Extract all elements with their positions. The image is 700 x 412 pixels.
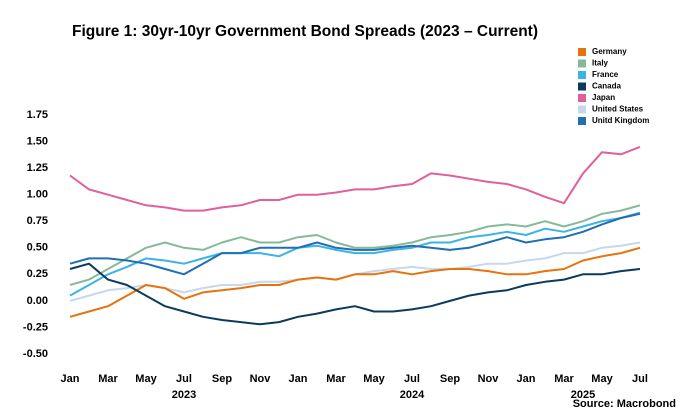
y-tick-label: -0.25 xyxy=(23,321,48,333)
legend-label: Unitd Kingdom xyxy=(592,116,649,125)
x-tick-label: Mar xyxy=(326,373,346,385)
y-tick-label: -0.50 xyxy=(23,348,48,360)
source: Source: Macrobond xyxy=(573,398,676,410)
series-line xyxy=(69,211,641,297)
legend-swatch xyxy=(578,82,586,91)
legend-label: Italy xyxy=(592,59,609,68)
x-tick-label: Jul xyxy=(404,373,420,385)
legend-swatch xyxy=(578,105,586,114)
series-line xyxy=(69,262,641,326)
year-label: 2023 xyxy=(172,389,196,401)
series-line xyxy=(69,241,641,302)
legend-swatch xyxy=(578,59,586,68)
legend-swatch xyxy=(578,94,586,102)
series-line xyxy=(69,145,641,212)
x-tick-label: Jan xyxy=(517,373,536,385)
legend-label: Canada xyxy=(592,82,621,91)
y-tick-label: 0.25 xyxy=(27,268,48,280)
chart-title: Figure 1: 30yr-10yr Government Bond Spre… xyxy=(72,23,538,40)
year-label: 2025 xyxy=(571,389,595,401)
series-line xyxy=(69,204,641,286)
legend-label: Japan xyxy=(592,93,615,102)
x-tick-label: Jul xyxy=(176,373,192,385)
legend-label: France xyxy=(592,70,619,79)
y-tick-label: 0.50 xyxy=(27,242,48,254)
y-tick-label: 1.00 xyxy=(27,189,48,201)
x-tick-label: May xyxy=(591,373,613,385)
x-tick-label: Mar xyxy=(554,373,574,385)
x-tick-label: May xyxy=(135,373,157,385)
y-tick-label: 1.25 xyxy=(27,162,48,174)
y-tick-label: 0.00 xyxy=(27,295,48,307)
legend-swatch xyxy=(578,71,586,79)
x-tick-label: Jul xyxy=(632,373,648,385)
series-line xyxy=(69,212,641,276)
x-tick-label: Jan xyxy=(61,373,80,385)
legend-label: United States xyxy=(592,105,644,114)
x-tick-label: Sep xyxy=(212,373,232,385)
y-tick-label: 1.75 xyxy=(27,109,48,121)
x-tick-label: Nov xyxy=(478,373,500,385)
x-tick-label: Nov xyxy=(250,373,272,385)
y-tick-label: 0.75 xyxy=(27,215,48,227)
y-tick-label: 1.50 xyxy=(27,135,48,147)
x-tick-label: Mar xyxy=(98,373,118,385)
x-tick-label: Jan xyxy=(289,373,308,385)
x-tick-label: May xyxy=(363,373,385,385)
x-tick-label: Sep xyxy=(440,373,460,385)
year-label: 2024 xyxy=(400,389,425,401)
legend-label: Germany xyxy=(592,47,627,56)
legend-swatch xyxy=(578,117,586,125)
series-line xyxy=(69,246,641,318)
legend-swatch xyxy=(578,48,586,56)
